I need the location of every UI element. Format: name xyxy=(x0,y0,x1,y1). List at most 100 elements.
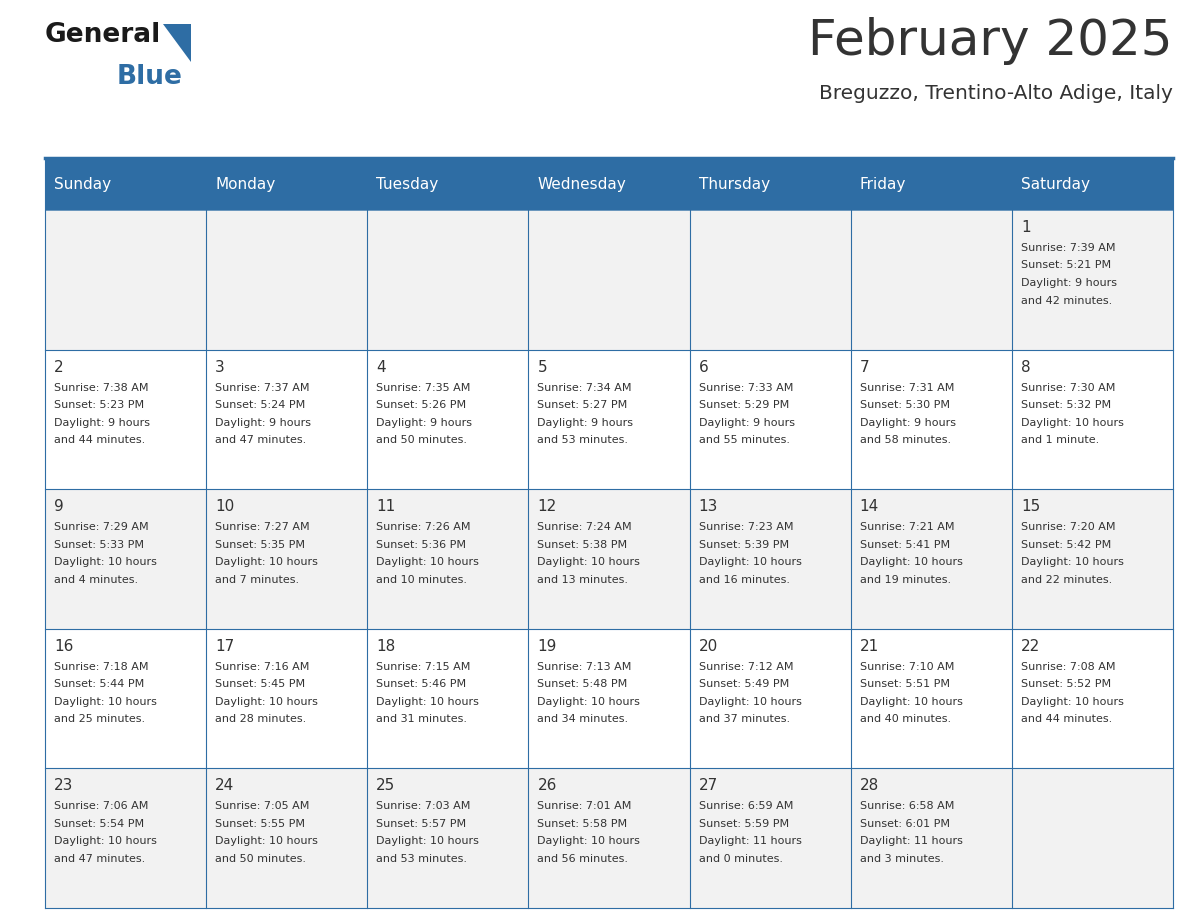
Bar xyxy=(1012,768,1173,908)
Text: Daylight: 10 hours: Daylight: 10 hours xyxy=(377,557,479,567)
Bar xyxy=(851,210,1012,350)
Text: Sunset: 5:35 PM: Sunset: 5:35 PM xyxy=(215,540,305,550)
Bar xyxy=(207,629,367,768)
Text: 7: 7 xyxy=(860,360,870,375)
Text: Sunset: 5:24 PM: Sunset: 5:24 PM xyxy=(215,400,305,410)
Text: Sunrise: 7:38 AM: Sunrise: 7:38 AM xyxy=(53,383,148,393)
Text: and 19 minutes.: and 19 minutes. xyxy=(860,575,950,585)
Text: Sunrise: 7:24 AM: Sunrise: 7:24 AM xyxy=(537,522,632,532)
Text: Sunset: 5:36 PM: Sunset: 5:36 PM xyxy=(377,540,466,550)
Text: Sunset: 5:38 PM: Sunset: 5:38 PM xyxy=(537,540,627,550)
Bar xyxy=(689,350,851,489)
Text: 12: 12 xyxy=(537,499,557,514)
Text: Daylight: 11 hours: Daylight: 11 hours xyxy=(860,836,962,846)
Text: 5: 5 xyxy=(537,360,546,375)
Text: 9: 9 xyxy=(53,499,64,514)
Bar xyxy=(45,158,207,210)
Bar xyxy=(689,629,851,768)
Text: Daylight: 10 hours: Daylight: 10 hours xyxy=(537,697,640,707)
Text: Sunset: 5:58 PM: Sunset: 5:58 PM xyxy=(537,819,627,829)
Text: Thursday: Thursday xyxy=(699,176,770,192)
Text: and 25 minutes.: and 25 minutes. xyxy=(53,714,145,724)
Text: Sunrise: 7:10 AM: Sunrise: 7:10 AM xyxy=(860,662,954,672)
Text: Sunset: 5:54 PM: Sunset: 5:54 PM xyxy=(53,819,144,829)
Text: Sunrise: 7:37 AM: Sunrise: 7:37 AM xyxy=(215,383,310,393)
Text: and 0 minutes.: and 0 minutes. xyxy=(699,854,783,864)
Bar xyxy=(367,350,529,489)
Text: 26: 26 xyxy=(537,778,557,793)
Text: and 4 minutes.: and 4 minutes. xyxy=(53,575,138,585)
Text: Tuesday: Tuesday xyxy=(377,176,438,192)
Text: Sunrise: 7:27 AM: Sunrise: 7:27 AM xyxy=(215,522,310,532)
Bar xyxy=(207,489,367,629)
Text: Sunday: Sunday xyxy=(53,176,112,192)
Text: Sunrise: 7:33 AM: Sunrise: 7:33 AM xyxy=(699,383,792,393)
Text: Saturday: Saturday xyxy=(1020,176,1089,192)
Text: Sunrise: 7:06 AM: Sunrise: 7:06 AM xyxy=(53,801,148,812)
Text: 2: 2 xyxy=(53,360,64,375)
Text: 3: 3 xyxy=(215,360,225,375)
Text: and 7 minutes.: and 7 minutes. xyxy=(215,575,299,585)
Text: Daylight: 10 hours: Daylight: 10 hours xyxy=(53,697,157,707)
Text: 24: 24 xyxy=(215,778,234,793)
Text: Sunrise: 7:03 AM: Sunrise: 7:03 AM xyxy=(377,801,470,812)
Text: Friday: Friday xyxy=(860,176,906,192)
Bar xyxy=(45,350,207,489)
Bar xyxy=(367,210,529,350)
Text: Sunset: 5:32 PM: Sunset: 5:32 PM xyxy=(1020,400,1111,410)
Bar xyxy=(367,489,529,629)
Bar xyxy=(851,629,1012,768)
Text: Daylight: 9 hours: Daylight: 9 hours xyxy=(377,418,473,428)
Text: Sunset: 5:39 PM: Sunset: 5:39 PM xyxy=(699,540,789,550)
Text: Sunrise: 7:34 AM: Sunrise: 7:34 AM xyxy=(537,383,632,393)
Text: Sunrise: 7:16 AM: Sunrise: 7:16 AM xyxy=(215,662,310,672)
Text: Daylight: 10 hours: Daylight: 10 hours xyxy=(537,557,640,567)
Text: 4: 4 xyxy=(377,360,386,375)
Text: Monday: Monday xyxy=(215,176,276,192)
Text: and 31 minutes.: and 31 minutes. xyxy=(377,714,467,724)
Bar xyxy=(851,350,1012,489)
Bar xyxy=(367,629,529,768)
Text: General: General xyxy=(45,22,162,48)
Text: Daylight: 10 hours: Daylight: 10 hours xyxy=(537,836,640,846)
Text: Daylight: 10 hours: Daylight: 10 hours xyxy=(215,697,318,707)
Text: and 37 minutes.: and 37 minutes. xyxy=(699,714,790,724)
Text: and 50 minutes.: and 50 minutes. xyxy=(377,435,467,445)
Text: and 44 minutes.: and 44 minutes. xyxy=(53,435,145,445)
Bar xyxy=(851,768,1012,908)
Text: Daylight: 9 hours: Daylight: 9 hours xyxy=(860,418,955,428)
Text: Sunrise: 7:23 AM: Sunrise: 7:23 AM xyxy=(699,522,794,532)
Text: Sunset: 5:42 PM: Sunset: 5:42 PM xyxy=(1020,540,1111,550)
Text: Daylight: 11 hours: Daylight: 11 hours xyxy=(699,836,802,846)
Text: 27: 27 xyxy=(699,778,718,793)
Text: 28: 28 xyxy=(860,778,879,793)
Text: Sunrise: 7:35 AM: Sunrise: 7:35 AM xyxy=(377,383,470,393)
Text: Breguzzo, Trentino-Alto Adige, Italy: Breguzzo, Trentino-Alto Adige, Italy xyxy=(819,84,1173,103)
Text: Daylight: 9 hours: Daylight: 9 hours xyxy=(53,418,150,428)
Text: 17: 17 xyxy=(215,639,234,654)
Bar xyxy=(207,768,367,908)
Text: 22: 22 xyxy=(1020,639,1041,654)
Text: 15: 15 xyxy=(1020,499,1041,514)
Text: Daylight: 10 hours: Daylight: 10 hours xyxy=(215,836,318,846)
Text: 1: 1 xyxy=(1020,220,1030,235)
Bar xyxy=(1012,210,1173,350)
Bar xyxy=(529,158,689,210)
Bar xyxy=(529,768,689,908)
Bar xyxy=(689,489,851,629)
Text: Sunrise: 7:30 AM: Sunrise: 7:30 AM xyxy=(1020,383,1116,393)
Text: Sunset: 5:33 PM: Sunset: 5:33 PM xyxy=(53,540,144,550)
Text: Daylight: 10 hours: Daylight: 10 hours xyxy=(377,697,479,707)
Text: Sunrise: 7:05 AM: Sunrise: 7:05 AM xyxy=(215,801,310,812)
Text: Daylight: 10 hours: Daylight: 10 hours xyxy=(860,697,962,707)
Text: Sunset: 5:55 PM: Sunset: 5:55 PM xyxy=(215,819,305,829)
Bar xyxy=(45,210,207,350)
Text: Sunset: 5:23 PM: Sunset: 5:23 PM xyxy=(53,400,144,410)
Text: and 42 minutes.: and 42 minutes. xyxy=(1020,296,1112,306)
Text: 25: 25 xyxy=(377,778,396,793)
Bar xyxy=(851,158,1012,210)
Bar xyxy=(207,158,367,210)
Bar xyxy=(529,210,689,350)
Text: Sunrise: 7:13 AM: Sunrise: 7:13 AM xyxy=(537,662,632,672)
Text: Sunrise: 7:01 AM: Sunrise: 7:01 AM xyxy=(537,801,632,812)
